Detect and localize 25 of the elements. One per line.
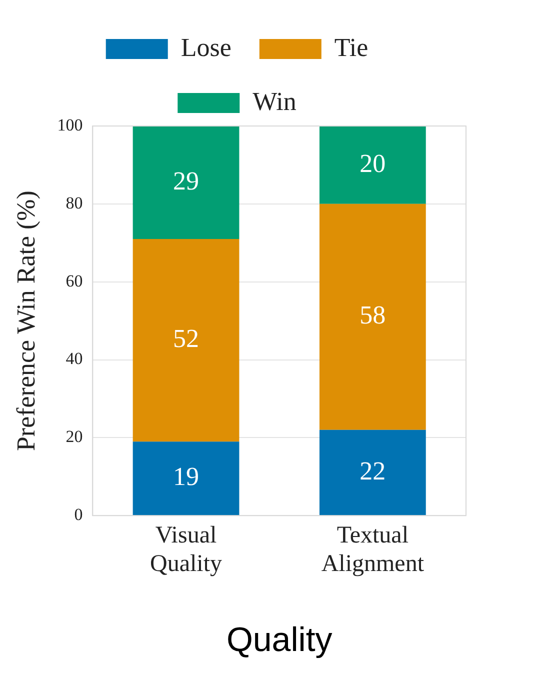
- bar: [132, 126, 240, 239]
- bar: [132, 238, 240, 442]
- legend-label: Lose: [180, 32, 232, 62]
- bar: [319, 430, 426, 516]
- bar: [319, 204, 426, 430]
- y-tick-label: 0: [74, 505, 83, 524]
- y-tick-label: 60: [66, 271, 83, 290]
- legend-label: Tie: [334, 32, 368, 62]
- y-tick-label: 40: [66, 349, 83, 368]
- y-tick-label: 80: [66, 193, 83, 212]
- data-label: 52: [173, 324, 200, 354]
- data-label: 22: [360, 456, 386, 486]
- x-tick-label: Visual Quality: [150, 522, 222, 578]
- data-label: 58: [360, 300, 386, 330]
- bar: [319, 126, 426, 204]
- y-tick-label: 100: [57, 115, 83, 134]
- x-tick-label: Textual Alignment: [321, 522, 424, 578]
- legend-label: Win: [252, 86, 296, 116]
- data-label: 20: [360, 148, 386, 178]
- x-axis-title: Quality: [226, 620, 332, 659]
- data-label: 29: [173, 166, 200, 196]
- bar: [132, 442, 240, 516]
- y-tick-label: 20: [66, 427, 83, 446]
- data-label: 19: [173, 462, 200, 492]
- y-axis-title: Preference Win Rate (%): [11, 190, 40, 452]
